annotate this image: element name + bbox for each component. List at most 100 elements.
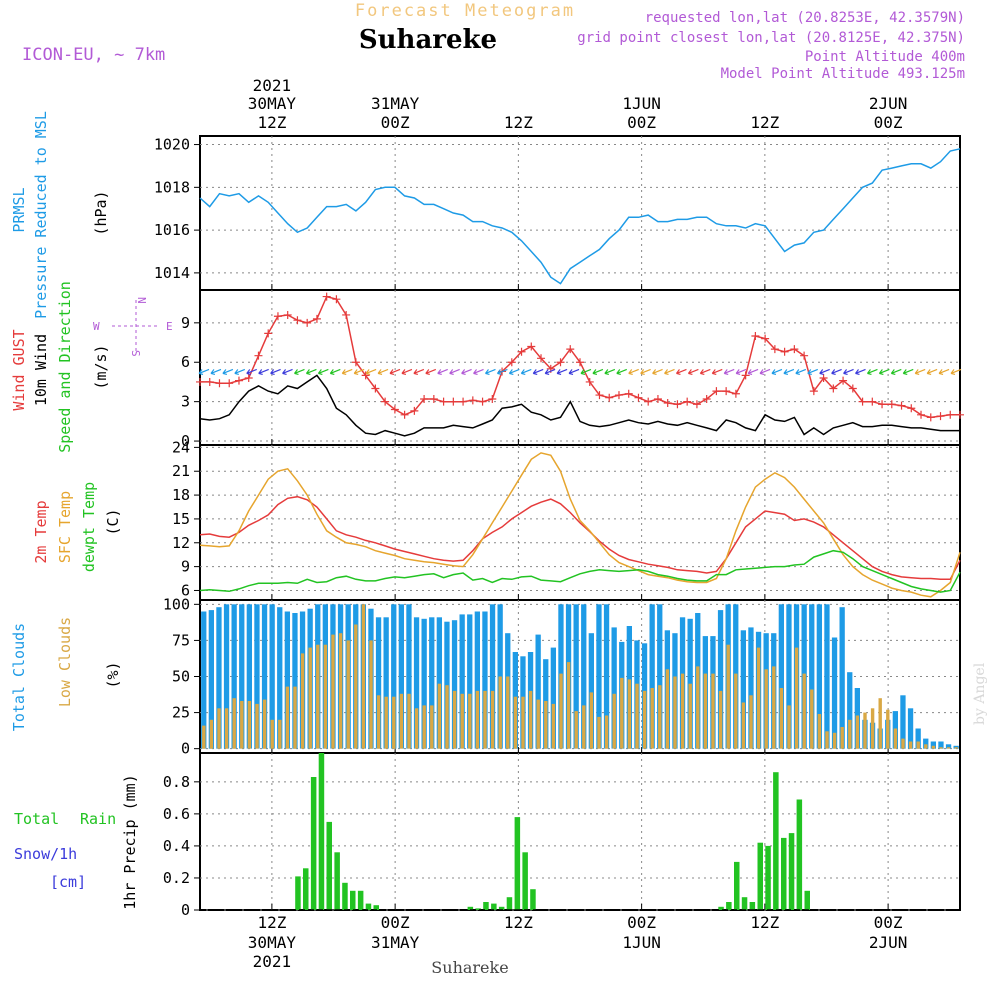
time-label-bottom: 31MAY xyxy=(371,933,420,952)
gust-marker xyxy=(439,397,448,406)
bar-total-clouds xyxy=(657,604,663,749)
bar-low-clouds xyxy=(270,719,274,749)
bar-total xyxy=(734,861,740,910)
wind-direction-arrow xyxy=(723,368,735,376)
wind-direction-arrow xyxy=(950,368,962,376)
bar-low-clouds xyxy=(506,676,510,749)
bar-low-clouds xyxy=(696,666,700,749)
wind-direction-arrow xyxy=(914,368,926,376)
bar-total xyxy=(796,799,803,910)
bar-low-clouds xyxy=(840,727,844,749)
gust-marker xyxy=(848,384,857,393)
temp-unit-label: (C) xyxy=(104,508,122,535)
bar-low-clouds xyxy=(673,676,677,749)
bar-low-clouds xyxy=(810,689,814,749)
gust-marker xyxy=(537,354,546,363)
y-tick-label: 1020 xyxy=(154,136,190,154)
gust-marker xyxy=(400,410,409,419)
bar-low-clouds xyxy=(224,708,229,749)
gust-marker xyxy=(722,387,731,396)
gust-marker xyxy=(780,347,789,356)
bar-low-clouds xyxy=(627,679,632,749)
bar-low-clouds xyxy=(361,604,366,749)
bar-low-clouds xyxy=(734,673,738,749)
series-line-2m-temp xyxy=(199,495,961,581)
gust-marker xyxy=(410,406,419,415)
wind-direction-arrow xyxy=(592,368,604,376)
bar-low-clouds xyxy=(794,647,799,749)
series-line-10m-wind xyxy=(199,374,960,437)
bar-total-clouds xyxy=(451,620,458,749)
gust-marker xyxy=(225,379,234,388)
bar-total-clouds xyxy=(201,611,207,749)
wind-direction-arrow xyxy=(270,368,281,376)
wind-direction-arrow xyxy=(759,368,771,376)
y-tick-label: 50 xyxy=(172,668,190,686)
time-label-top: 12Z xyxy=(257,113,286,132)
y-tick-label: 1016 xyxy=(154,221,190,239)
pressure-msl-label: Pressure Reduced to MSL xyxy=(32,111,50,319)
gust-marker xyxy=(936,412,945,421)
gust-marker xyxy=(517,347,526,356)
bar-low-clouds xyxy=(346,640,350,749)
wind-direction-arrow xyxy=(616,368,628,376)
gust-marker xyxy=(361,371,370,380)
gust-marker xyxy=(712,387,721,396)
wind-unit-label: (m/s) xyxy=(92,344,110,389)
wind-direction-arrow xyxy=(294,368,305,376)
bar-total xyxy=(530,889,536,910)
bar-total-clouds xyxy=(208,610,214,749)
gust-marker xyxy=(761,334,770,343)
bar-total-clouds xyxy=(489,604,496,749)
compass-s: S xyxy=(129,350,142,357)
bar-low-clouds xyxy=(939,747,943,749)
time-label-top: 12Z xyxy=(504,113,533,132)
y-tick-label: 21 xyxy=(172,462,190,480)
bar-total-clouds xyxy=(778,604,784,749)
bar-total xyxy=(475,908,481,910)
bar-total xyxy=(788,833,795,910)
gust-marker xyxy=(692,400,701,409)
bar-total-clouds xyxy=(930,741,936,749)
bar-total xyxy=(350,890,356,910)
wind-direction-arrow xyxy=(926,368,938,376)
gust-marker xyxy=(527,342,536,351)
gust-marker xyxy=(322,292,331,301)
bar-total xyxy=(514,817,521,910)
bar-total xyxy=(765,845,771,910)
bar-total xyxy=(498,906,505,910)
bar-low-clouds xyxy=(376,695,381,749)
wind-direction-arrow xyxy=(664,368,675,376)
bar-total-clouds xyxy=(839,607,845,749)
time-label-bottom: 12Z xyxy=(257,913,286,932)
time-label-top: 2021 xyxy=(253,76,292,95)
bar-low-clouds xyxy=(870,708,875,749)
bar-low-clouds xyxy=(323,644,328,749)
gust-marker xyxy=(800,351,809,360)
time-label-bottom: 1JUN xyxy=(622,933,661,952)
bar-total xyxy=(365,903,372,910)
wind-direction-arrow xyxy=(735,368,747,376)
wind-direction-arrow xyxy=(640,368,651,376)
bar-total-clouds xyxy=(246,604,252,749)
bar-total xyxy=(303,868,309,910)
gust-marker xyxy=(634,393,643,402)
bar-low-clouds xyxy=(893,728,898,749)
bar-low-clouds xyxy=(612,693,616,749)
wind-direction-arrow xyxy=(198,368,210,376)
bar-total-clouds xyxy=(406,604,412,749)
cloud-labels: Total Clouds Low Clouds (%) xyxy=(10,617,122,731)
bar-low-clouds xyxy=(437,683,442,749)
wind-direction-arrow xyxy=(831,368,842,376)
bar-total xyxy=(326,821,332,910)
bar-low-clouds xyxy=(855,715,860,749)
gust-marker xyxy=(390,405,399,414)
y-tick-label: 1014 xyxy=(154,264,190,282)
gust-marker xyxy=(478,397,487,406)
bar-low-clouds xyxy=(468,693,472,749)
gust-marker xyxy=(273,312,282,321)
bar-low-clouds xyxy=(392,696,396,749)
time-label-bottom: 12Z xyxy=(750,913,779,932)
model-label: ICON-EU, ~ 7km xyxy=(22,45,165,65)
bar-low-clouds xyxy=(460,693,464,749)
